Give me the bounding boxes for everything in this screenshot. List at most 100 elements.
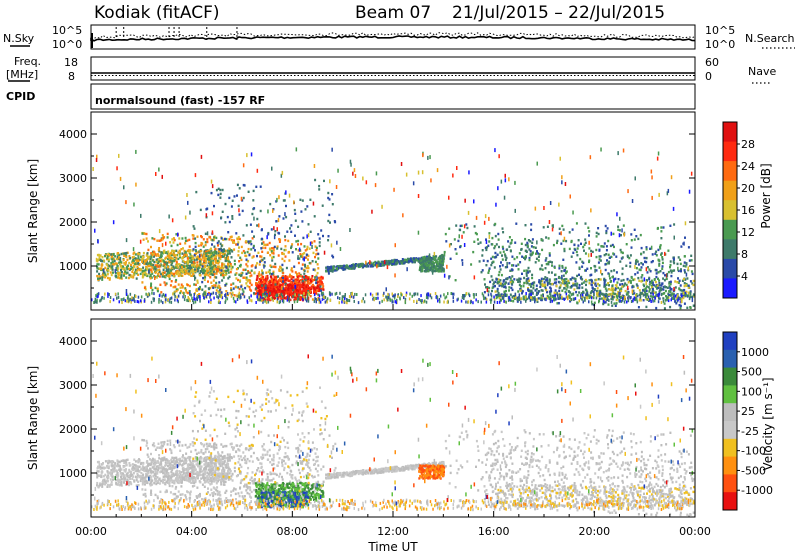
- radar-cell: [202, 254, 205, 257]
- radar-cell: [303, 272, 306, 275]
- radar-cell: [318, 294, 321, 298]
- radar-cell: [158, 300, 160, 304]
- radar-cell: [181, 237, 184, 240]
- radar-cell: [91, 298, 93, 302]
- radar-cell: [621, 285, 624, 288]
- radar-cell: [411, 257, 414, 260]
- radar-cell: [686, 277, 689, 280]
- radar-cell: [184, 267, 187, 271]
- radar-cell: [492, 283, 495, 286]
- radar-cell: [178, 252, 181, 255]
- radar-cell: [333, 220, 336, 223]
- radar-cell: [173, 249, 176, 253]
- radar-cell: [599, 259, 602, 262]
- radar-cell: [177, 283, 180, 286]
- radar-cell: [196, 298, 198, 302]
- radar-cell: [181, 256, 184, 259]
- radar-cell: [230, 238, 233, 242]
- radar-cell: [237, 241, 240, 244]
- radar-cell: [665, 286, 667, 289]
- radar-cell: [269, 281, 272, 284]
- radar-cell: [615, 255, 618, 258]
- radar-cell: [648, 278, 651, 281]
- radar-cell: [212, 291, 215, 295]
- radar-cell: [616, 281, 619, 284]
- radar-cell: [320, 229, 323, 232]
- radar-cell: [620, 251, 623, 254]
- radar-cell: [655, 268, 658, 272]
- radar-cell: [526, 269, 529, 272]
- radar-cell: [506, 265, 509, 269]
- radar-cell: [211, 251, 214, 255]
- radar-cell: [329, 269, 332, 273]
- radar-cell: [198, 288, 200, 291]
- radar-cell: [497, 232, 500, 236]
- radar-cell: [230, 288, 233, 292]
- radar-cell: [646, 285, 648, 288]
- radar-cell: [603, 281, 606, 284]
- radar-cell: [604, 284, 607, 288]
- radar-cell: [130, 300, 132, 304]
- radar-cell: [664, 289, 667, 293]
- radar-cell: [246, 280, 249, 283]
- radar-cell: [606, 293, 609, 297]
- radar-cell: [472, 250, 475, 254]
- radar-cell: [525, 274, 528, 277]
- radar-cell: [646, 271, 649, 274]
- radar-cell: [626, 254, 629, 257]
- radar-cell: [591, 250, 594, 254]
- radar-cell: [614, 304, 617, 307]
- radar-cell: [285, 215, 288, 219]
- radar-cell: [263, 292, 266, 296]
- radar-cell: [595, 284, 598, 287]
- radar-cell: [318, 298, 321, 302]
- radar-cell: [490, 294, 493, 298]
- radar-cell: [443, 250, 446, 254]
- radar-cell: [236, 243, 239, 246]
- radar-cell: [166, 257, 169, 261]
- radar-cell: [687, 246, 690, 249]
- radar-cell: [161, 234, 164, 237]
- radar-cell: [245, 276, 248, 279]
- radar-cell: [441, 264, 444, 267]
- radar-cell: [145, 258, 148, 261]
- radar-cell: [423, 255, 426, 259]
- radar-cell: [393, 296, 396, 300]
- radar-cell: [443, 300, 445, 304]
- radar-cell: [186, 257, 189, 260]
- radar-cell: [308, 293, 311, 296]
- radar-cell: [114, 292, 117, 296]
- radar-cell: [498, 280, 501, 284]
- radar-cell: [499, 298, 502, 302]
- radar-cell: [143, 273, 146, 276]
- radar-cell: [173, 253, 176, 257]
- radar-cell: [302, 258, 305, 261]
- radar-cell: [305, 287, 308, 290]
- radar-cell: [194, 271, 197, 274]
- radar-cell: [281, 288, 284, 292]
- radar-cell: [536, 250, 538, 253]
- radar-cell: [468, 294, 471, 298]
- radar-cell: [593, 301, 596, 304]
- radar-cell: [236, 194, 238, 197]
- radar-cell: [527, 288, 530, 292]
- radar-cell: [462, 231, 465, 234]
- radar-cell: [220, 249, 223, 252]
- radar-cell: [519, 289, 522, 292]
- radar-cell: [302, 236, 305, 240]
- radar-cell: [619, 248, 622, 252]
- radar-cell: [280, 278, 283, 281]
- radar-cell: [428, 257, 431, 260]
- radar-cell: [184, 236, 187, 240]
- radar-cell: [350, 292, 352, 295]
- radar-cell: [541, 239, 544, 242]
- radar-cell: [250, 265, 253, 268]
- radar-cell: [294, 288, 297, 292]
- radar-cell: [499, 279, 502, 282]
- radar-cell: [613, 302, 616, 305]
- radar-cell: [272, 287, 275, 290]
- radar-cell: [219, 271, 222, 274]
- radar-cell: [230, 268, 233, 271]
- radar-cell: [629, 254, 632, 257]
- radar-cell: [267, 270, 270, 274]
